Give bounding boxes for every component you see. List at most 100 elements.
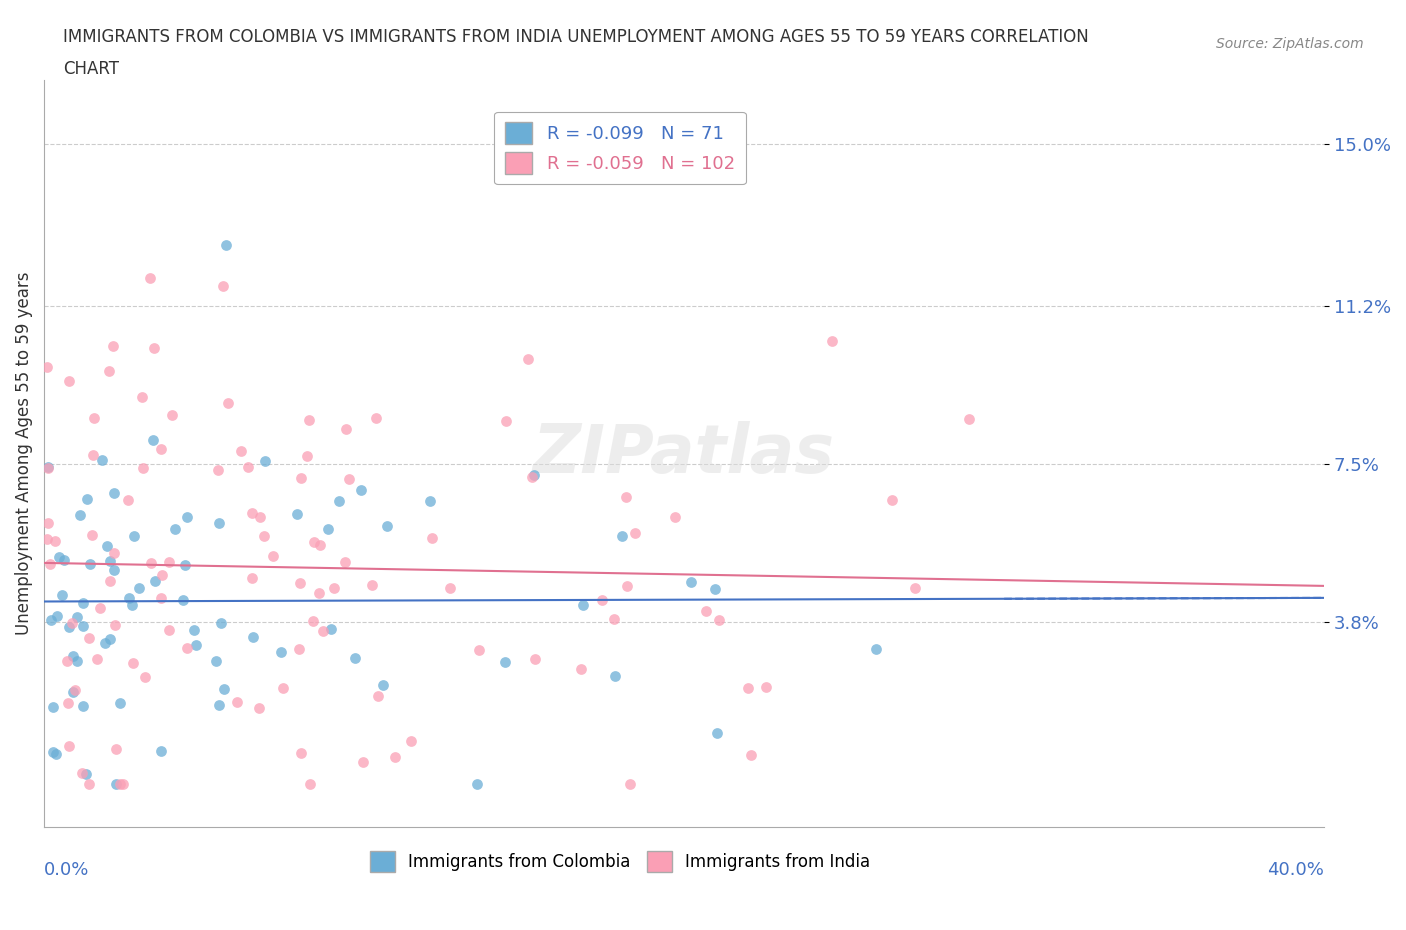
Point <box>48 550 70 565</box>
Point <box>904 580 927 595</box>
Point <box>495 414 517 429</box>
Point <box>304 535 326 550</box>
Point <box>352 755 374 770</box>
Point <box>610 528 633 543</box>
Point <box>290 576 312 591</box>
Point <box>72 698 94 713</box>
Point <box>143 340 166 355</box>
Point <box>96 538 118 553</box>
Point <box>623 525 645 540</box>
Point <box>249 510 271 525</box>
Point <box>86 652 108 667</box>
Point <box>337 472 360 487</box>
Text: 40.0%: 40.0% <box>1267 861 1324 879</box>
Point <box>157 554 180 569</box>
Point <box>226 694 249 709</box>
Point <box>72 595 94 610</box>
Point <box>420 531 443 546</box>
Point <box>664 510 686 525</box>
Point <box>142 432 165 447</box>
Point <box>111 777 134 791</box>
Point <box>215 237 238 252</box>
Point <box>183 622 205 637</box>
Point <box>39 613 62 628</box>
Point <box>208 516 231 531</box>
Point <box>172 592 194 607</box>
Point <box>58 696 80 711</box>
Point <box>569 662 592 677</box>
Point <box>285 506 308 521</box>
Point <box>184 637 207 652</box>
Point <box>309 538 332 552</box>
Point <box>150 591 173 605</box>
Point <box>350 483 373 498</box>
Point <box>375 519 398 534</box>
Point <box>72 618 94 633</box>
Text: 0.0%: 0.0% <box>44 861 90 879</box>
Point <box>882 493 904 508</box>
Point <box>335 422 357 437</box>
Point <box>160 407 183 422</box>
Point <box>104 741 127 756</box>
Point <box>108 696 131 711</box>
Point <box>681 575 703 590</box>
Point <box>316 522 339 537</box>
Point <box>517 352 540 366</box>
Point <box>70 765 93 780</box>
Point <box>51 588 73 603</box>
Point <box>308 586 330 601</box>
Point <box>46 608 69 623</box>
Point <box>465 777 488 791</box>
Point <box>439 581 461 596</box>
Point <box>98 364 121 379</box>
Point <box>55 654 77 669</box>
Point <box>322 580 344 595</box>
Point <box>121 597 143 612</box>
Point <box>157 622 180 637</box>
Point <box>619 777 641 791</box>
Point <box>212 279 235 294</box>
Point <box>419 493 441 508</box>
Point <box>616 578 638 593</box>
Point <box>236 459 259 474</box>
Point <box>44 534 66 549</box>
Point <box>75 766 97 781</box>
Point <box>103 339 125 353</box>
Point <box>94 635 117 650</box>
Point <box>77 631 100 645</box>
Point <box>66 609 89 624</box>
Point <box>165 522 187 537</box>
Point <box>122 529 145 544</box>
Point <box>63 683 86 698</box>
Text: Source: ZipAtlas.com: Source: ZipAtlas.com <box>1216 37 1364 51</box>
Point <box>132 460 155 475</box>
Point <box>520 470 543 485</box>
Point <box>145 574 167 589</box>
Point <box>176 640 198 655</box>
Point <box>58 373 80 388</box>
Point <box>37 532 59 547</box>
Point <box>290 745 312 760</box>
Point <box>118 591 141 605</box>
Point <box>737 681 759 696</box>
Point <box>290 471 312 485</box>
Point <box>80 527 103 542</box>
Point <box>37 459 59 474</box>
Point <box>270 644 292 659</box>
Point <box>298 777 321 791</box>
Point <box>333 554 356 569</box>
Point <box>523 651 546 666</box>
Point <box>66 654 89 669</box>
Point <box>90 453 112 468</box>
Point <box>208 698 231 712</box>
Point <box>229 444 252 458</box>
Point <box>128 580 150 595</box>
Point <box>253 529 276 544</box>
Point <box>76 491 98 506</box>
Point <box>45 747 67 762</box>
Point <box>103 562 125 577</box>
Point <box>271 681 294 696</box>
Point <box>139 555 162 570</box>
Point <box>139 271 162 286</box>
Point <box>207 462 229 477</box>
